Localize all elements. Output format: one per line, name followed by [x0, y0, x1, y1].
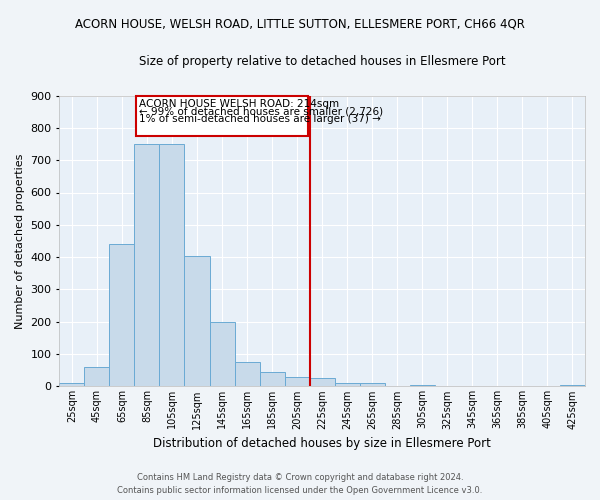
- Text: ACORN HOUSE WELSH ROAD: 214sqm: ACORN HOUSE WELSH ROAD: 214sqm: [139, 99, 340, 109]
- Bar: [160, 144, 184, 386]
- Text: 1% of semi-detached houses are larger (37) →: 1% of semi-detached houses are larger (3…: [139, 114, 381, 124]
- Title: Size of property relative to detached houses in Ellesmere Port: Size of property relative to detached ho…: [139, 55, 505, 68]
- Text: ACORN HOUSE, WELSH ROAD, LITTLE SUTTON, ELLESMERE PORT, CH66 4QR: ACORN HOUSE, WELSH ROAD, LITTLE SUTTON, …: [75, 18, 525, 30]
- X-axis label: Distribution of detached houses by size in Ellesmere Port: Distribution of detached houses by size …: [153, 437, 491, 450]
- Y-axis label: Number of detached properties: Number of detached properties: [15, 154, 25, 328]
- Bar: [134, 144, 160, 386]
- Bar: [59, 383, 85, 386]
- Bar: [560, 385, 585, 386]
- Bar: [184, 256, 209, 386]
- Bar: [136, 96, 308, 136]
- Bar: [335, 383, 360, 386]
- Bar: [209, 322, 235, 386]
- Bar: [284, 376, 310, 386]
- Bar: [235, 362, 260, 386]
- Bar: [85, 367, 109, 386]
- Text: ← 99% of detached houses are smaller (2,726): ← 99% of detached houses are smaller (2,…: [139, 107, 383, 117]
- Bar: [410, 385, 435, 386]
- Text: Contains HM Land Registry data © Crown copyright and database right 2024.
Contai: Contains HM Land Registry data © Crown c…: [118, 473, 482, 495]
- Bar: [260, 372, 284, 386]
- Bar: [360, 383, 385, 386]
- Bar: [109, 244, 134, 386]
- Bar: [310, 378, 335, 386]
